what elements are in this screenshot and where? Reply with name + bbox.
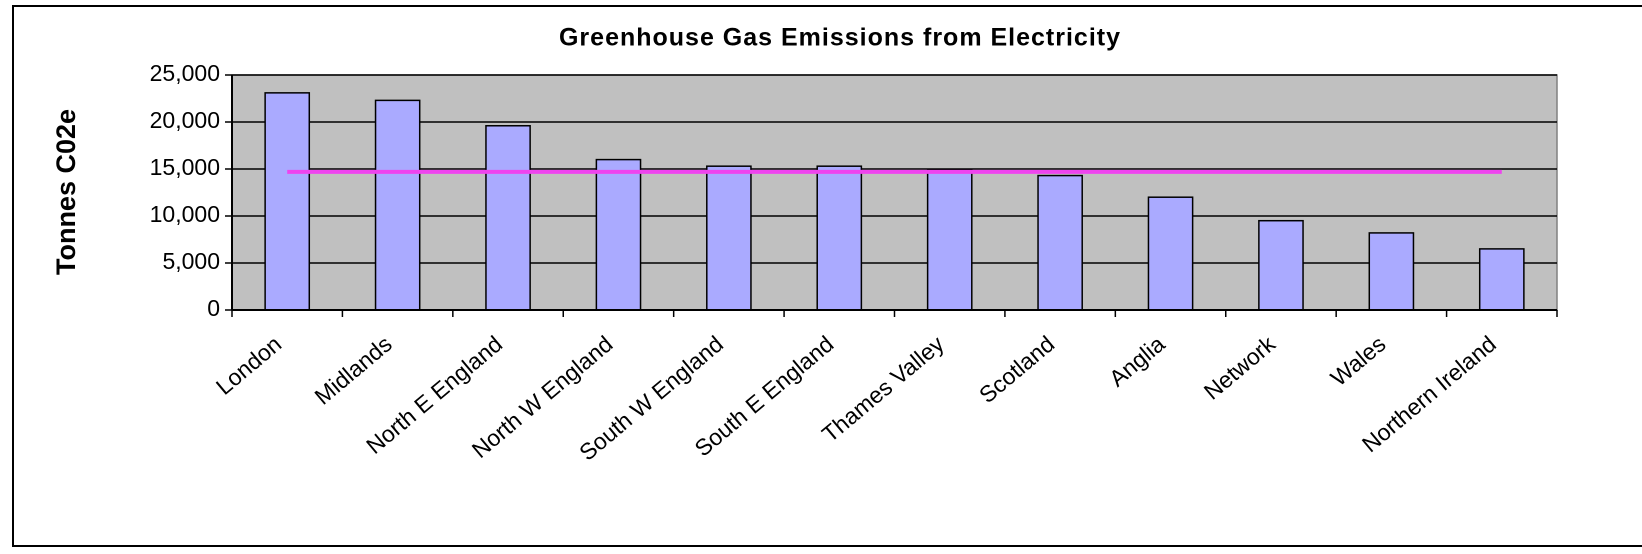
y-tick-label: 0: [207, 295, 220, 321]
y-axis-title: Tonnes C02e: [51, 109, 81, 275]
y-tick-label: 10,000: [150, 201, 220, 227]
bar: [1478, 248, 1525, 311]
bar: [595, 158, 642, 311]
bar: [264, 92, 311, 311]
bar: [1368, 232, 1415, 311]
bar: [485, 125, 531, 311]
plot-area: [231, 74, 1558, 311]
bar: [1037, 174, 1083, 311]
y-tick-label: 5,000: [162, 248, 220, 274]
bar: [1258, 219, 1304, 311]
y-tick-label: 15,000: [150, 154, 220, 180]
y-tick-label: 25,000: [150, 60, 220, 86]
bar: [816, 165, 863, 311]
chart-title: Greenhouse Gas Emissions from Electricit…: [559, 24, 1121, 52]
y-tick-label: 20,000: [150, 107, 220, 133]
bar: [1147, 196, 1194, 311]
bar: [374, 99, 421, 311]
bar: [926, 169, 973, 311]
bar: [706, 165, 752, 311]
